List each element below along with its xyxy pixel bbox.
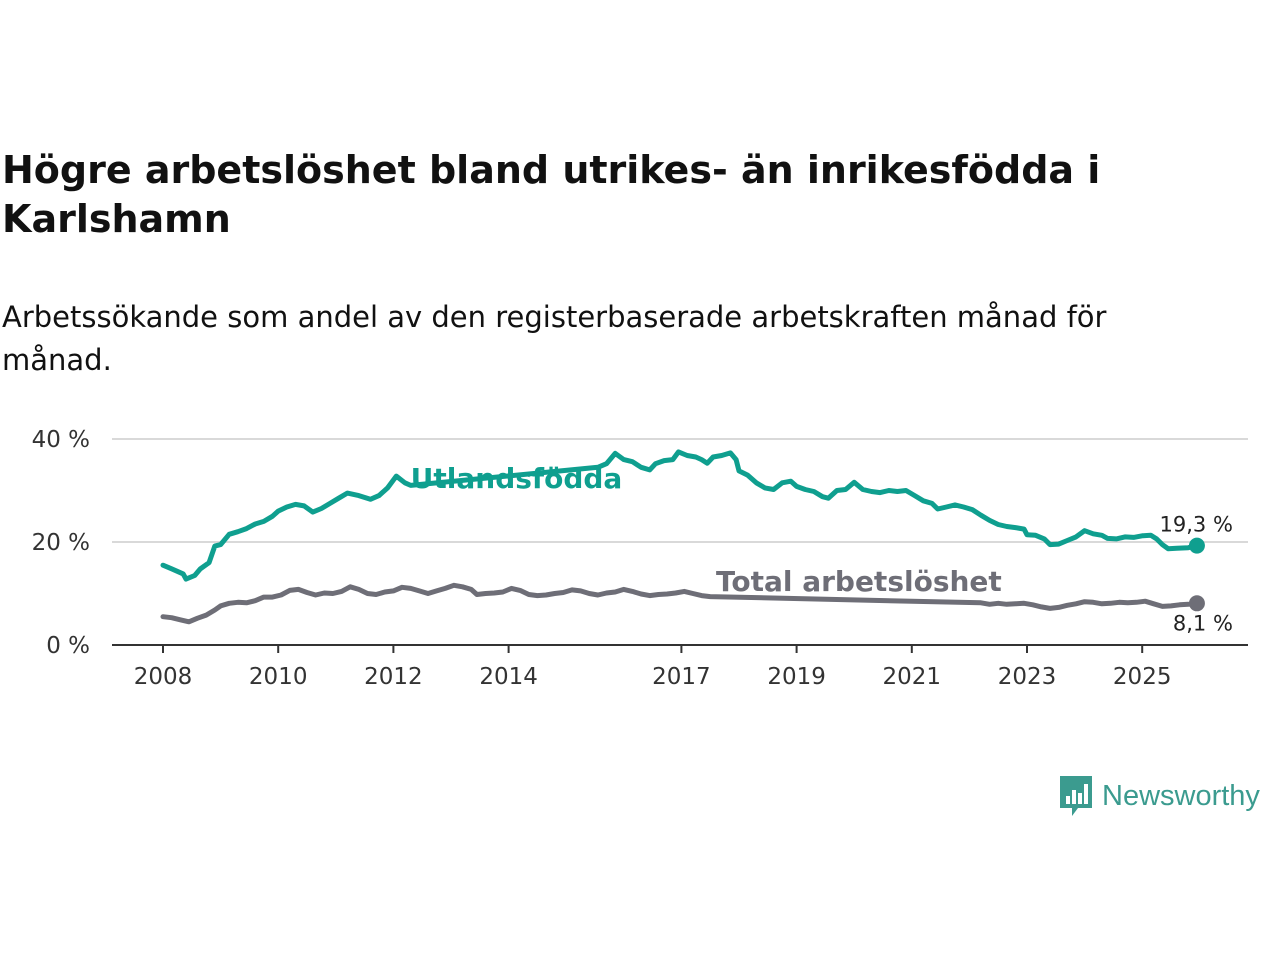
x-tick-label: 2012 [364, 664, 423, 690]
newsworthy-logo-icon [1060, 776, 1092, 816]
series-lines [160, 449, 1205, 625]
x-tick-label: 2023 [998, 664, 1057, 690]
chart-subtitle: Arbetssökande som andel av den registerb… [2, 300, 1107, 377]
end-value-label-total-arbetsl-shet: 8,1 % [1173, 611, 1233, 635]
end-point-utlandsf-dda [1188, 537, 1205, 554]
y-tick-label: 40 % [32, 427, 90, 453]
x-tick-label: 2017 [652, 664, 711, 690]
brand-name: Newsworthy [1102, 779, 1260, 812]
series-line-total-arbetsl-shet [160, 582, 1200, 625]
y-axis: 0 % 20 % 40 % [32, 427, 90, 659]
x-tick-label: 2010 [249, 664, 308, 690]
chart-title: Högre arbetslöshet bland utrikes- än inr… [2, 148, 1101, 241]
y-tick-label: 0 % [46, 633, 90, 659]
newsworthy-logo: Newsworthy [1058, 774, 1260, 818]
x-tick-label: 2021 [883, 664, 942, 690]
series-line-utlandsf-dda [160, 449, 1200, 582]
end-point-total-arbetsl-shet [1188, 595, 1205, 612]
x-tick-label: 2014 [479, 664, 538, 690]
x-tick-label: 2019 [767, 664, 826, 690]
series-labels: Utlandsfödda 19,3 % Total arbetslöshet 8,1 … [411, 462, 1233, 635]
y-tick-label: 20 % [32, 530, 90, 556]
x-tick-label: 2008 [134, 664, 193, 690]
series-label-utlandsf-dda: Utlandsfödda [411, 462, 623, 495]
x-axis: 2008 2010 2012 2014 2017 2019 2021 2023 2025 [134, 645, 1172, 690]
series-label-total-arbetsl-shet: Total arbetslöshet [716, 565, 1002, 598]
x-tick-label: 2025 [1113, 664, 1172, 690]
end-value-label-utlandsf-dda: 19,3 % [1160, 513, 1233, 537]
